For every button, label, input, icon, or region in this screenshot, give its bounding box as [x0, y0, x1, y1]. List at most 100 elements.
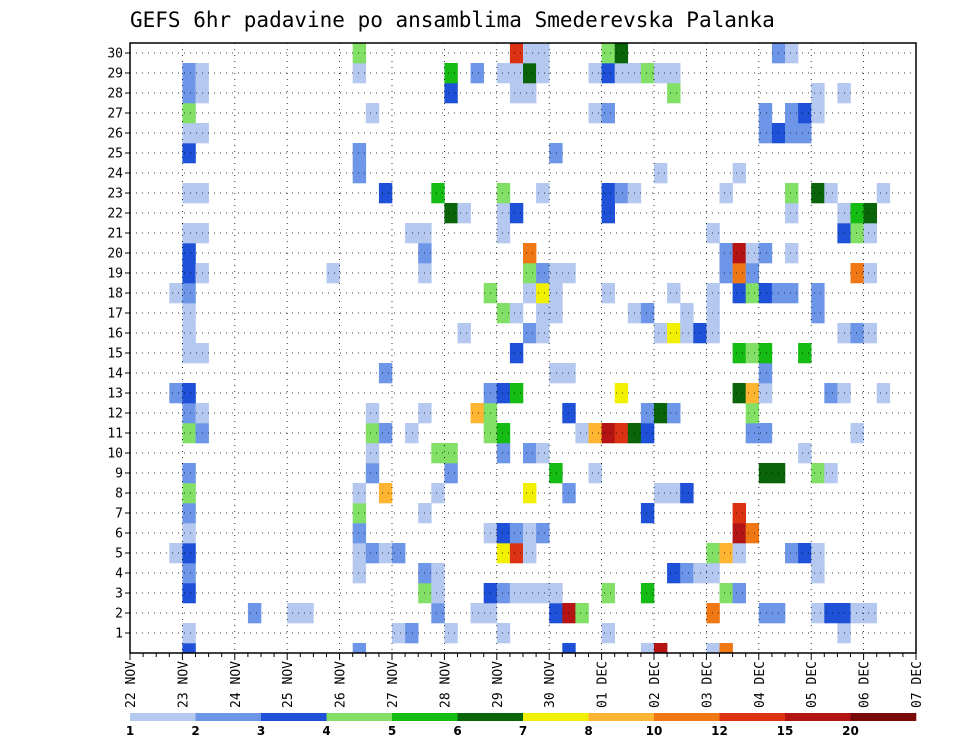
heatmap-cell	[509, 543, 524, 564]
heatmap-cell	[182, 463, 196, 484]
y-tick-label: 5	[115, 547, 123, 562]
heatmap-cell	[745, 403, 760, 424]
heatmap-cell	[706, 303, 720, 324]
heatmap-cell	[745, 343, 760, 364]
heatmap-cell	[523, 523, 537, 544]
colorbar-label: 3	[257, 724, 265, 738]
heatmap-cell	[536, 283, 550, 304]
x-tick-label: 23 NOV	[176, 661, 191, 708]
heatmap-cell	[444, 63, 458, 84]
heatmap-cell	[496, 203, 511, 224]
colorbar-swatch	[457, 713, 524, 721]
colorbar-swatch	[326, 713, 393, 721]
heatmap-cell	[745, 243, 760, 264]
colorbar-swatch	[261, 713, 327, 721]
heatmap-cell	[365, 543, 380, 564]
heatmap-cell	[392, 543, 406, 564]
x-tick-label: 02 DEC	[648, 661, 663, 708]
heatmap-cell	[811, 563, 825, 584]
heatmap-cell	[182, 283, 196, 304]
heatmap-cell	[654, 63, 668, 84]
heatmap-cell	[758, 283, 773, 304]
colorbar-label: 10	[646, 724, 663, 738]
heatmap-cell	[680, 483, 694, 504]
heatmap-cell	[523, 83, 537, 104]
heatmap-cell	[536, 583, 550, 604]
heatmap-cell	[182, 143, 196, 164]
heatmap-cell	[863, 263, 877, 284]
y-tick-label: 20	[107, 247, 123, 262]
heatmap-cell	[352, 503, 367, 524]
heatmap-cell	[352, 63, 367, 84]
heatmap-cell	[863, 603, 877, 624]
heatmap-cell	[863, 223, 877, 244]
y-tick-label: 25	[107, 147, 123, 162]
heatmap-cell	[470, 63, 484, 84]
heatmap-cell	[549, 463, 563, 484]
heatmap-cell	[601, 583, 615, 604]
heatmap-cell	[431, 603, 445, 624]
heatmap-cell	[601, 283, 615, 304]
heatmap-cell	[169, 383, 183, 404]
heatmap-cell	[352, 563, 367, 584]
y-tick-label: 15	[107, 347, 123, 362]
y-tick-label: 28	[107, 87, 123, 102]
x-tick-label: 22 NOV	[124, 661, 139, 708]
heatmap-cell	[549, 363, 563, 384]
heatmap-cell	[575, 423, 589, 444]
heatmap-cell	[365, 443, 380, 464]
heatmap-cell	[536, 303, 550, 324]
heatmap-cell	[614, 63, 629, 84]
heatmap-cell	[169, 283, 183, 304]
heatmap-cell	[640, 643, 655, 654]
heatmap-cell	[601, 623, 615, 644]
heatmap-cell	[182, 183, 196, 204]
heatmap-cell	[182, 383, 196, 404]
heatmap-cell	[496, 183, 511, 204]
heatmap-cell	[798, 543, 812, 564]
heatmap-cell	[326, 263, 340, 284]
x-axis: 22 NOV 23 NOV 24 NOV 25 NOV 26 NOV 27 NOV 28 N…	[124, 653, 925, 708]
heatmap-cell	[640, 423, 655, 444]
heatmap-cell	[182, 523, 196, 544]
heatmap-cells	[169, 43, 891, 654]
heatmap-cell	[667, 403, 681, 424]
y-tick-label: 16	[107, 327, 123, 342]
heatmap-cell	[536, 43, 550, 64]
y-tick-label: 6	[115, 527, 123, 542]
heatmap-cell	[457, 203, 471, 224]
heatmap-cell	[706, 283, 720, 304]
heatmap-cell	[706, 223, 720, 244]
heatmap-cell	[431, 183, 445, 204]
heatmap-cell	[745, 263, 760, 284]
y-tick-label: 13	[107, 387, 123, 402]
x-tick-label: 24 NOV	[229, 661, 244, 708]
heatmap-cell	[352, 143, 367, 164]
heatmap-cell	[758, 363, 773, 384]
heatmap-cell	[523, 63, 537, 84]
heatmap-cell	[588, 463, 602, 484]
heatmap-cell	[496, 623, 511, 644]
heatmap-cell	[654, 643, 668, 654]
heatmap-cell	[182, 543, 196, 564]
heatmap-cell	[549, 603, 563, 624]
heatmap-cell	[588, 63, 602, 84]
heatmap-cell	[287, 603, 301, 624]
x-tick-label: 27 NOV	[386, 661, 401, 708]
y-tick-label: 9	[115, 467, 123, 482]
heatmap-cell	[496, 543, 511, 564]
x-tick-label: 25 NOV	[281, 661, 296, 708]
heatmap-cell	[496, 583, 511, 604]
heatmap-cell	[509, 303, 524, 324]
heatmap-cell	[732, 583, 746, 604]
heatmap-cell	[850, 223, 864, 244]
heatmap-cell	[850, 603, 864, 624]
heatmap-cell	[798, 443, 812, 464]
heatmap-cell	[758, 603, 773, 624]
heatmap-cell	[732, 343, 746, 364]
heatmap-cell	[523, 323, 537, 344]
y-tick-label: 7	[115, 507, 123, 522]
heatmap-cell	[549, 583, 563, 604]
heatmap-cell	[654, 483, 668, 504]
colorbar-swatch	[130, 713, 196, 721]
